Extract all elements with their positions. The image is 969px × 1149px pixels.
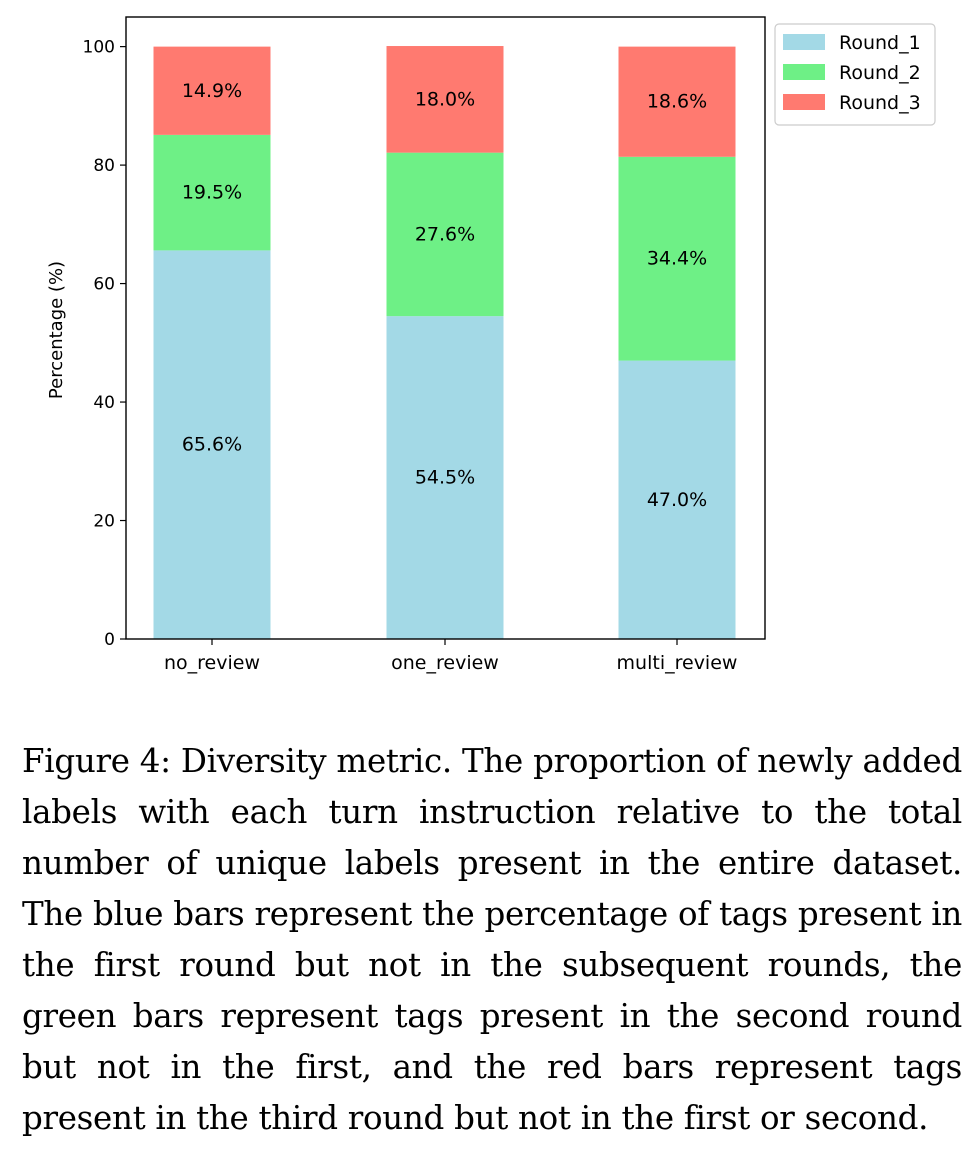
legend-label: Round_2	[839, 62, 921, 84]
y-axis-label: Percentage (%)	[46, 261, 67, 399]
stacked-bar-chart: 65.6% 54.5% 47.0% 19.5% 27.6% 34.4% 14.9% 18.0%…	[46, 16, 936, 674]
bar-round-1-no-review	[153, 250, 271, 639]
data-label: 19.5%	[182, 182, 242, 204]
legend-swatch	[783, 64, 825, 80]
legend-label: Round_3	[839, 92, 921, 114]
x-tick-label: one_review	[391, 652, 499, 674]
data-label: 54.5%	[415, 467, 475, 489]
legend-label: Round_1	[839, 32, 921, 54]
data-label: 47.0%	[647, 489, 707, 511]
bar-round-2-one-review	[386, 152, 504, 317]
bar-round-2-multi-review	[618, 156, 736, 361]
legend-swatch	[783, 94, 825, 110]
bar-round-3-one-review	[386, 46, 504, 153]
y-tick-label: 60	[93, 275, 115, 295]
data-label: 18.6%	[647, 91, 707, 113]
bar-round-1-multi-review	[618, 360, 736, 639]
y-tick-label: 20	[93, 512, 115, 532]
bar-round-2-no-review	[153, 134, 271, 251]
bar-round-3-multi-review	[618, 46, 736, 157]
data-label: 18.0%	[415, 88, 475, 110]
x-tick-label: no_review	[164, 652, 260, 674]
y-tick-label: 40	[93, 393, 115, 413]
figure-caption: Figure 4: Diversity metric. The proporti…	[22, 742, 962, 1137]
x-tick-label: multi_review	[617, 652, 738, 674]
y-tick-label: 100	[83, 38, 115, 58]
legend-swatch	[783, 34, 825, 50]
y-tick-label: 80	[93, 156, 115, 176]
data-label: 34.4%	[647, 248, 707, 270]
bar-round-1-one-review	[386, 316, 504, 639]
data-label: 27.6%	[415, 223, 475, 245]
data-label: 65.6%	[182, 434, 242, 456]
bar-round-3-no-review	[153, 46, 271, 135]
y-tick-label: 0	[104, 630, 115, 650]
figure: 65.6% 54.5% 47.0% 19.5% 27.6% 34.4% 14.9% 18.0%…	[46, 16, 936, 674]
data-label: 14.9%	[182, 80, 242, 102]
